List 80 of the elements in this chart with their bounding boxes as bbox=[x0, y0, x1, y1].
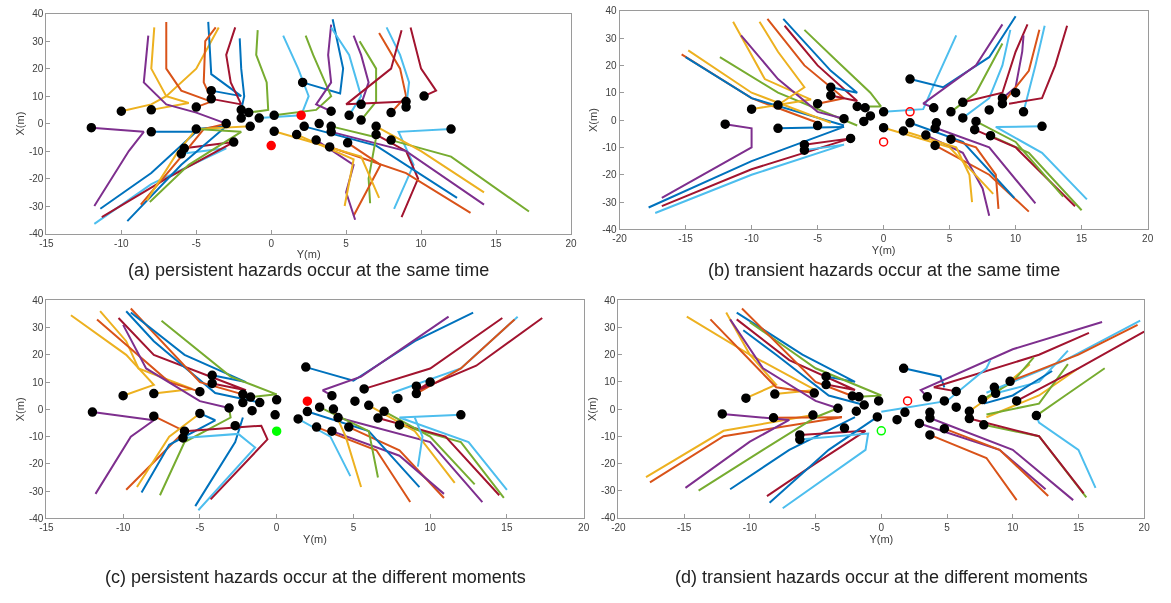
x-tick-label: 15 bbox=[1076, 233, 1088, 245]
x-tick-label: 5 bbox=[944, 521, 951, 533]
y-tick-label: -40 bbox=[600, 512, 616, 524]
y-tick-label: 10 bbox=[32, 90, 44, 102]
y-tick-label: -40 bbox=[28, 228, 44, 240]
x-tick-label: 0 bbox=[273, 522, 280, 534]
y-tick-label: -40 bbox=[28, 512, 44, 524]
x-tick-label: -5 bbox=[811, 521, 821, 533]
y-tick-label: 20 bbox=[605, 59, 618, 71]
x-tick-label: 10 bbox=[415, 237, 428, 249]
x-tick-label: -15 bbox=[676, 521, 692, 533]
y-axis-title: X(m) bbox=[13, 397, 26, 422]
y-tick-label: -10 bbox=[602, 141, 618, 153]
x-tick-label: 10 bbox=[1007, 521, 1019, 533]
y-tick-label: 10 bbox=[32, 376, 44, 388]
x-tick-label: -15 bbox=[39, 237, 55, 249]
y-tick-label: -10 bbox=[600, 430, 616, 442]
y-tick-label: -30 bbox=[600, 485, 616, 497]
y-tick-label: 30 bbox=[605, 32, 618, 44]
x-tick-label: 5 bbox=[343, 237, 350, 249]
x-tick-label: 15 bbox=[501, 522, 513, 534]
y-axis-title: X(m) bbox=[13, 111, 26, 136]
y-tick-label: -30 bbox=[28, 200, 44, 212]
x-tick-label: -5 bbox=[195, 522, 205, 534]
y-tick-label: 40 bbox=[32, 8, 44, 20]
y-tick-label: 30 bbox=[32, 35, 44, 47]
x-tick-label: 15 bbox=[1072, 521, 1085, 533]
y-tick-label: -30 bbox=[28, 485, 44, 497]
y-tick-label: 20 bbox=[604, 349, 616, 361]
x-tick-label: 20 bbox=[1142, 233, 1154, 245]
y-tick-label: 20 bbox=[32, 349, 44, 361]
x-tick-label: 20 bbox=[565, 237, 577, 249]
x-tick-label: 20 bbox=[1138, 521, 1151, 533]
y-tick-label: 0 bbox=[611, 114, 618, 126]
y-tick-label: 20 bbox=[32, 63, 44, 75]
y-tick-label: -40 bbox=[602, 223, 618, 235]
x-tick-label: 0 bbox=[268, 237, 275, 249]
text: (c) persistent hazards occur at the different moments bbox=[105, 567, 526, 587]
text: (b) transient hazards occur at the same time bbox=[708, 260, 1061, 280]
x-tick-label: -5 bbox=[191, 237, 202, 249]
y-tick-label: -20 bbox=[602, 169, 618, 181]
y-tick-label: 0 bbox=[37, 118, 44, 130]
y-tick-label: 0 bbox=[37, 403, 44, 415]
x-axis-title: Y(m) bbox=[303, 532, 327, 545]
x-axis-title: Y(m) bbox=[871, 244, 896, 257]
x-axis-title: Y(m) bbox=[869, 532, 894, 545]
y-tick-label: -20 bbox=[600, 457, 616, 469]
y-tick-label: 30 bbox=[32, 322, 44, 334]
x-tick-label: 15 bbox=[490, 237, 502, 249]
x-tick-label: -10 bbox=[115, 522, 131, 534]
x-tick-label: -10 bbox=[742, 521, 758, 533]
y-tick-label: 40 bbox=[32, 294, 44, 306]
x-tick-label: 10 bbox=[1010, 233, 1022, 245]
x-tick-label: -10 bbox=[744, 233, 760, 245]
x-axis-title: Y(m) bbox=[296, 247, 321, 260]
y-tick-label: 0 bbox=[609, 403, 616, 415]
text: (a) persistent hazards occur at the same time bbox=[128, 260, 490, 280]
text: (d) transient hazards occur at the different moments bbox=[675, 567, 1088, 587]
x-tick-label: -15 bbox=[678, 233, 694, 245]
y-axis-title: X(m) bbox=[586, 108, 599, 132]
x-tick-label: -15 bbox=[39, 522, 55, 534]
x-tick-label: 20 bbox=[578, 522, 590, 534]
y-tick-label: 40 bbox=[604, 294, 616, 306]
x-tick-label: 0 bbox=[878, 521, 885, 533]
y-tick-label: -20 bbox=[28, 173, 44, 185]
y-tick-label: 40 bbox=[605, 5, 618, 17]
y-tick-label: 10 bbox=[604, 376, 616, 388]
y-tick-label: -20 bbox=[28, 458, 44, 470]
y-tick-label: -10 bbox=[28, 145, 44, 157]
x-tick-label: -10 bbox=[114, 237, 129, 249]
x-tick-label: -5 bbox=[813, 233, 823, 245]
y-tick-label: 10 bbox=[605, 87, 618, 99]
y-tick-label: -30 bbox=[602, 196, 618, 208]
y-tick-label: 30 bbox=[604, 322, 616, 334]
x-tick-label: 10 bbox=[424, 522, 437, 534]
x-tick-label: 5 bbox=[946, 233, 953, 245]
y-axis-title: X(m) bbox=[585, 397, 598, 421]
x-tick-label: 0 bbox=[880, 233, 887, 245]
y-tick-label: -10 bbox=[28, 431, 44, 443]
x-tick-label: 5 bbox=[350, 522, 357, 534]
